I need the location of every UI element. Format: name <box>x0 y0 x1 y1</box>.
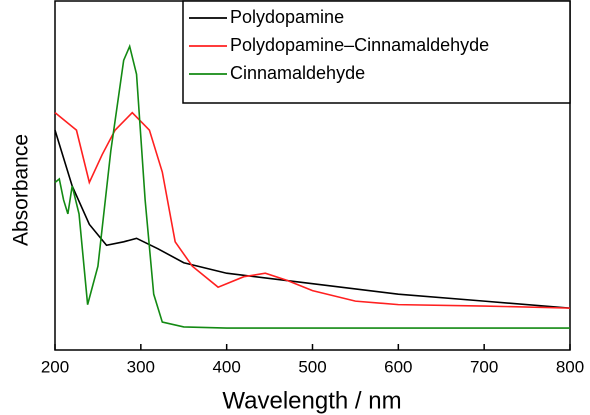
series-line <box>54 43 570 329</box>
x-tick-label: 300 <box>127 357 155 376</box>
x-tick-label: 400 <box>212 357 240 376</box>
legend-label: Cinnamaldehyde <box>230 63 365 83</box>
x-axis-title: Wavelength / nm <box>222 387 401 414</box>
series-line <box>54 111 571 309</box>
x-tick-label: 800 <box>556 357 584 376</box>
legend-box <box>182 0 571 104</box>
legend-label: Polydopamine–Cinnamaldehyde <box>230 35 489 55</box>
x-tick-label: 500 <box>298 357 326 376</box>
x-tick-label: 200 <box>41 357 69 376</box>
x-tick-label: 600 <box>384 357 412 376</box>
x-tick-label: 700 <box>470 357 498 376</box>
legend-label: Polydopamine <box>230 7 344 27</box>
series-line <box>54 129 571 309</box>
y-axis-title: Absorbance <box>10 134 33 246</box>
